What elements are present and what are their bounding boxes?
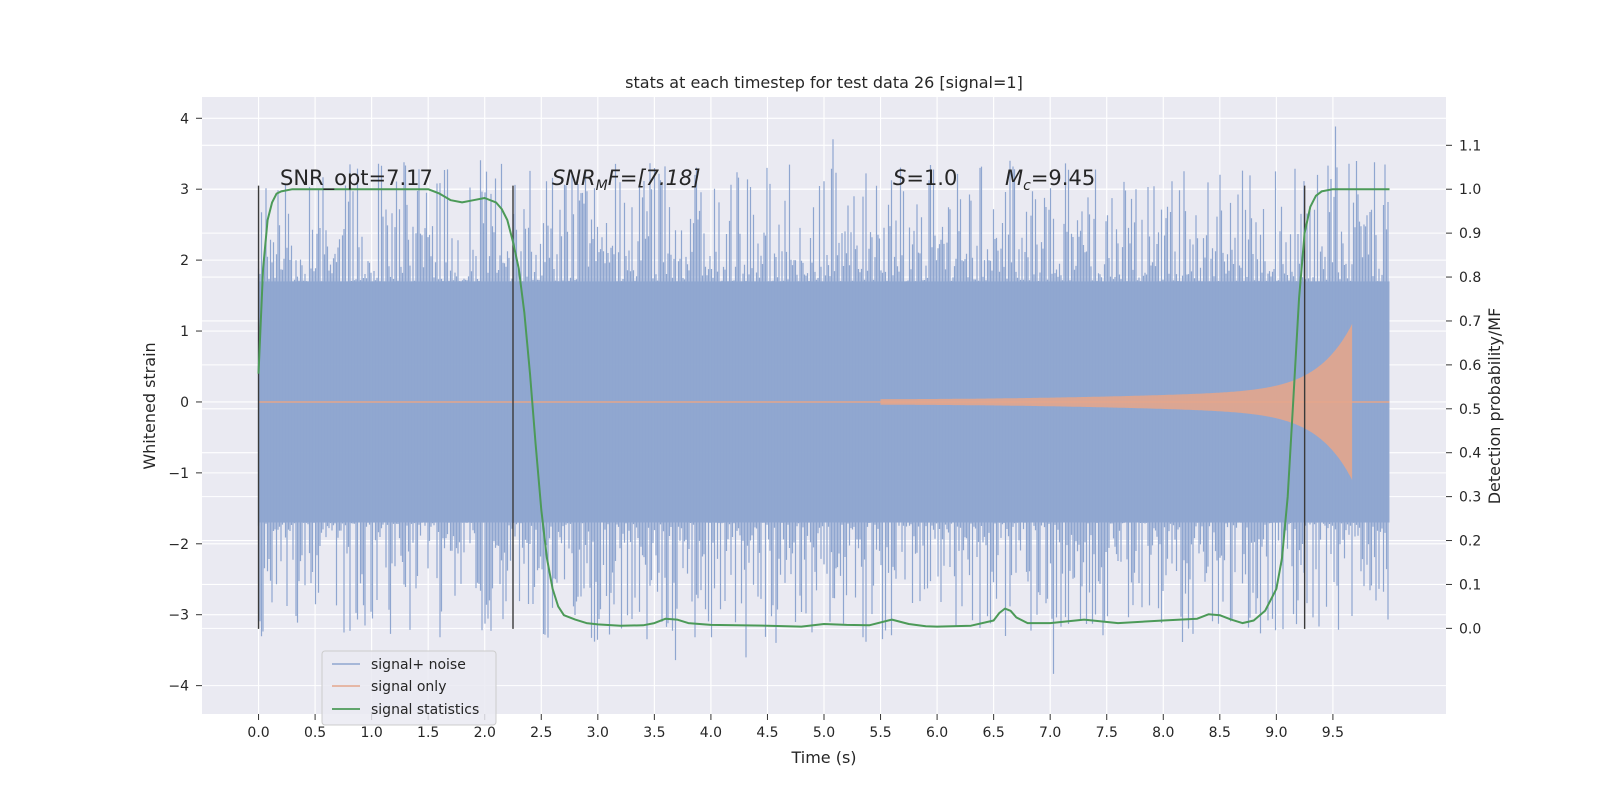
x-tick-label: 4.0 [700, 725, 722, 741]
x-tick-label: 0.0 [247, 725, 269, 741]
series-signal-only [258, 323, 1390, 480]
series-signal-statistics [257, 188, 1390, 628]
x-tick-label: 2.0 [474, 725, 496, 741]
x-tick-label: 9.0 [1265, 725, 1287, 741]
y-axis-label-right: Detection probability/MF [1485, 308, 1504, 505]
x-tick-label: 1.0 [361, 725, 383, 741]
legend-label-signal-only: signal only [371, 679, 446, 695]
y-axis-label-left: Whitened strain [140, 342, 159, 469]
y-left-tick-label: −1 [168, 466, 189, 482]
y-right-tick-label: 0.8 [1459, 270, 1481, 286]
y-right-tick-label: 0.6 [1459, 358, 1481, 374]
annotation-snr-opt: SNR_opt=7.17 [280, 166, 433, 191]
x-tick-label: 9.5 [1322, 725, 1344, 741]
y-right-tick-label: 0.5 [1459, 402, 1481, 418]
y-right-tick-label: 1.1 [1459, 138, 1481, 154]
legend-label-signal-noise: signal+ noise [371, 657, 466, 673]
x-tick-label: 0.5 [304, 725, 326, 741]
annotation-mc: Mc=9.45 [1005, 166, 1095, 194]
x-tick-label: 7.0 [1039, 725, 1061, 741]
y-right-tick-label: 0.9 [1459, 226, 1481, 242]
vertical-markers [257, 185, 1306, 629]
y-left-tick-label: 4 [180, 111, 189, 127]
x-axis-label: Time (s) [790, 748, 856, 767]
legend: signal+ noise signal only signal statist… [321, 650, 497, 726]
x-tick-label: 8.0 [1152, 725, 1174, 741]
statistics-line [257, 188, 1390, 628]
annotation-snr-mf: SNRMF=[7.18] [552, 166, 701, 194]
y-left-tick-label: 0 [180, 395, 189, 411]
x-tick-label: 8.5 [1209, 725, 1231, 741]
x-tick-label: 3.0 [587, 725, 609, 741]
tick-labels: 0.0 0.5 1.0 1.5 2.0 2.5 3.0 3.5 4.0 4.5 5.0 5.5 6.0 6… [168, 111, 1481, 741]
y-right-tick-label: 0.3 [1459, 490, 1481, 506]
y-left-tick-label: 1 [180, 324, 189, 340]
x-tick-label: 3.5 [643, 725, 665, 741]
y-right-tick-label: 0.7 [1459, 314, 1481, 330]
x-tick-label: 5.5 [869, 725, 891, 741]
annotation-s: S=1.0 [893, 166, 957, 190]
x-tick-label: 1.5 [417, 725, 439, 741]
x-tick-label: 6.5 [983, 725, 1005, 741]
x-tick-label: 5.0 [813, 725, 835, 741]
y-right-tick-label: 0.4 [1459, 446, 1481, 462]
y-right-tick-label: 0.2 [1459, 534, 1481, 550]
legend-label-signal-statistics: signal statistics [371, 702, 479, 718]
x-tick-label: 2.5 [530, 725, 552, 741]
x-tick-label: 4.5 [756, 725, 778, 741]
y-right-tick-label: 0.1 [1459, 577, 1481, 593]
y-left-tick-label: −3 [168, 608, 189, 624]
legend-box [321, 650, 497, 726]
chart-title: stats at each timestep for test data 26 … [625, 73, 1023, 92]
x-tick-label: 6.0 [926, 725, 948, 741]
y-left-tick-label: 3 [180, 182, 189, 198]
y-left-tick-label: −4 [168, 679, 189, 695]
y-left-tick-label: 2 [180, 253, 189, 269]
y-right-tick-label: 0.0 [1459, 621, 1481, 637]
x-tick-label: 7.5 [1096, 725, 1118, 741]
y-right-tick-label: 1.0 [1459, 182, 1481, 198]
signal-chirp [880, 323, 1353, 480]
y-left-tick-label: −2 [168, 537, 189, 553]
